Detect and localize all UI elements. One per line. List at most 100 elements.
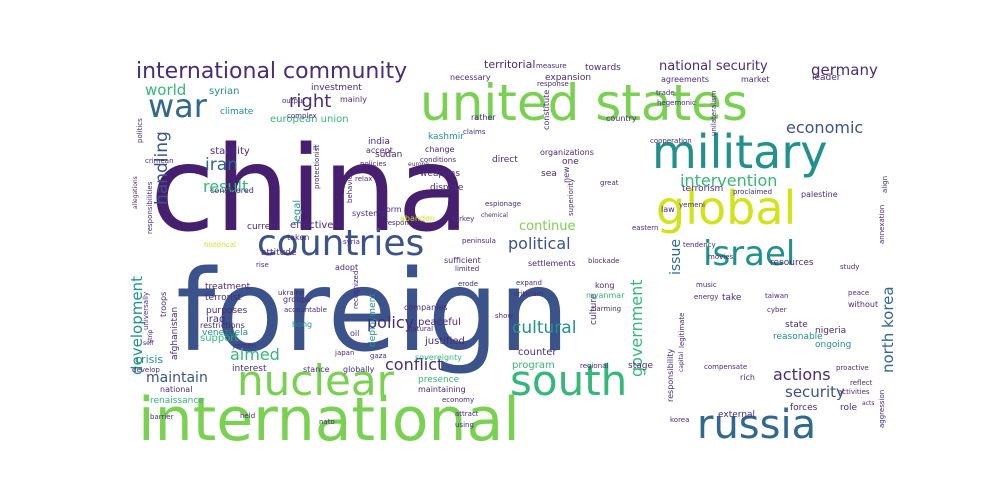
word-israel: israel: [703, 234, 795, 274]
word-handling: handling: [152, 131, 172, 205]
word-cultural: cultural: [512, 318, 576, 338]
word-international: international: [138, 385, 520, 455]
word-groups: groups: [283, 295, 310, 304]
word-criticism: criticism: [514, 290, 544, 298]
word-actions: actions: [773, 365, 831, 384]
word-forces: forces: [790, 403, 818, 413]
word-russia: russia: [697, 402, 816, 448]
word-towards: towards: [585, 63, 621, 73]
word-universally: universally: [142, 292, 150, 330]
word-held: held: [240, 412, 255, 420]
word-responsible: responsible: [385, 219, 425, 227]
word-blockade: blockade: [588, 257, 620, 265]
word-abandon: abandon: [400, 214, 435, 223]
word-iraq: iraq: [206, 314, 225, 325]
word-hegemonic: hegemonic: [657, 99, 696, 107]
word-yemen: yemen: [232, 342, 256, 350]
word-sudan: sudan: [375, 150, 402, 160]
word-syria: syria: [343, 238, 360, 246]
word-nigeria: nigeria: [815, 326, 846, 336]
word-continue: continue: [519, 219, 576, 234]
word-adopt: adopt: [335, 263, 358, 272]
word-nato: nato: [319, 418, 335, 426]
word-tendency: tendency: [683, 241, 716, 249]
word-trade: trade: [656, 89, 675, 97]
word-companies: companies: [404, 303, 447, 312]
word-japan: japan: [334, 349, 354, 357]
word-proclaimed: proclaimed: [733, 188, 772, 196]
word-economic: economic: [786, 118, 863, 137]
word-chemical: chemical: [481, 212, 508, 219]
word-responsibility: responsibility: [666, 348, 675, 402]
word-change: change: [425, 145, 455, 154]
word-north-korea: north korea: [879, 286, 897, 373]
word-germany: germany: [811, 61, 878, 79]
word-leader: leader: [812, 73, 841, 83]
word-natural: natural: [408, 325, 433, 333]
word-eastern: eastern: [632, 224, 659, 232]
word-systems: systems: [352, 209, 385, 218]
word-strip: strip: [147, 329, 154, 343]
word-global: global: [656, 181, 796, 235]
word-terrorism: terrorism: [682, 184, 723, 194]
word-troops: troops: [159, 292, 168, 317]
word-stance: stance: [303, 365, 330, 374]
word-current: current: [247, 222, 280, 232]
word-weapons: weapons: [420, 169, 460, 179]
word-economy: economy: [442, 396, 474, 404]
word-stability: stability: [210, 146, 250, 157]
word-peninsula: peninsula: [462, 237, 496, 245]
word-attract: attract: [455, 410, 479, 418]
word-aimed: aimed: [230, 345, 280, 364]
word-market: market: [741, 75, 769, 84]
word-attitude: attitude: [261, 248, 297, 258]
word-complex: complex: [287, 112, 317, 120]
word-music: music: [696, 281, 717, 289]
word-resources: resources: [770, 258, 814, 268]
word-recognized: recognized: [352, 271, 360, 309]
word-taiwan: taiwan: [765, 292, 788, 300]
word-self: self: [143, 340, 154, 347]
word-nuclear: nuclear: [237, 356, 395, 405]
word-proactive: proactive: [836, 364, 869, 372]
word-iran: iran: [205, 155, 238, 175]
word-expansion: expansion: [545, 73, 591, 83]
word-gaza: gaza: [370, 352, 387, 360]
word-support: support: [200, 333, 238, 344]
word-harming: harming: [592, 305, 621, 313]
word-rather: rather: [471, 113, 496, 122]
word-issue: issue: [668, 239, 684, 275]
word-intervention: intervention: [680, 171, 777, 190]
word-claims: claims: [463, 128, 486, 136]
word-development: development: [128, 276, 146, 375]
word-south: south: [510, 356, 627, 405]
word-result: result: [203, 177, 248, 196]
word-barrier: barrier: [150, 413, 174, 421]
word-legal: legal: [292, 200, 303, 224]
word-form: form: [383, 205, 402, 214]
word-myanmar: myanmar: [586, 291, 625, 300]
word-dispute: dispute: [430, 183, 464, 193]
word-china: china: [150, 120, 470, 258]
word-energy: energy: [694, 293, 718, 301]
word-rich: rich: [740, 373, 755, 382]
word-limited: limited: [455, 265, 479, 273]
word-superiority: superiority: [567, 178, 575, 216]
word-territorial: territorial: [484, 58, 535, 71]
word-world: world: [145, 81, 186, 99]
word-protectionist: protectionist: [313, 145, 321, 189]
word-policy: policy: [367, 313, 414, 332]
word-ongoing: ongoing: [815, 340, 851, 350]
word-accountable: accountable: [284, 306, 327, 314]
word-output: output: [282, 97, 305, 105]
word-take: take: [722, 293, 742, 303]
word-unilateralism: unilateralism: [710, 90, 718, 136]
word-presence: presence: [418, 375, 460, 385]
word-taken: taken: [287, 233, 309, 242]
word-hong: hong: [292, 320, 312, 329]
word-historical: historical: [204, 241, 236, 249]
word-sea: sea: [541, 169, 557, 179]
word-compensate: compensate: [704, 363, 747, 371]
word-accept: accept: [366, 146, 393, 155]
